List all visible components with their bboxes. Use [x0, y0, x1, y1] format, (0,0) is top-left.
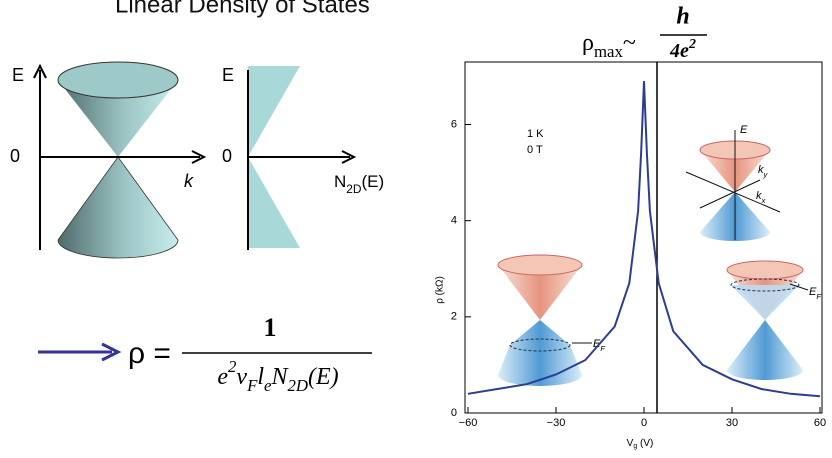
- text-part: (E): [361, 172, 384, 191]
- y-axis-label: ρ (kΩ): [435, 276, 446, 304]
- arrowhead: [341, 150, 357, 164]
- upper-cone-top: [57, 61, 179, 99]
- text-part: (V): [637, 438, 653, 449]
- text-part: k: [756, 190, 762, 202]
- text-part: (E): [308, 364, 339, 390]
- text-part: V: [627, 438, 634, 449]
- subscript: F: [246, 376, 258, 395]
- axis-label: k: [184, 171, 194, 191]
- data-line: [467, 81, 821, 398]
- formula-lhs: ρmax~: [582, 30, 636, 62]
- inset-label: EF: [593, 338, 606, 353]
- subscript: F: [816, 292, 822, 301]
- lower-cone: [57, 156, 179, 259]
- text-part: 4e: [669, 40, 689, 62]
- formula-numerator: 1: [264, 313, 277, 342]
- arrowhead: [101, 342, 122, 362]
- formula-numerator: h: [676, 4, 689, 30]
- formula-lhs: ρ =: [128, 337, 171, 370]
- subscript: 2D: [287, 376, 308, 395]
- y-tick-label: 0: [451, 407, 457, 419]
- cone-diagram: E 0 k: [10, 61, 207, 259]
- superscript: 2: [688, 37, 696, 52]
- dos-diagram: E 0: [222, 65, 357, 250]
- x-tick-label: 60: [814, 417, 826, 429]
- y-tick-label: 4: [451, 215, 457, 227]
- text-part: v: [236, 364, 247, 390]
- y-tick-label: 2: [451, 311, 457, 323]
- subscript: F: [600, 344, 606, 353]
- superscript: 2: [228, 357, 237, 376]
- text-part: N: [270, 364, 289, 390]
- text-part: E: [593, 338, 601, 350]
- axis-label: E: [222, 65, 234, 85]
- x-tick-label: −30: [547, 417, 566, 429]
- x-tick-label: 30: [726, 417, 738, 429]
- text-part: ρ: [582, 30, 594, 56]
- text-part: ~: [623, 30, 636, 56]
- x-tick-label: −60: [459, 417, 478, 429]
- inset-label: EF: [809, 286, 822, 301]
- subscript: x: [761, 196, 767, 205]
- inset-cones: E: [497, 124, 809, 386]
- arrowhead: [33, 63, 47, 79]
- axis-label: 0: [222, 146, 232, 166]
- subscript: e: [264, 376, 272, 395]
- inset-label: ky: [758, 164, 769, 179]
- subscript: g: [633, 443, 637, 450]
- inset-label: E: [740, 124, 748, 136]
- subscript: 2D: [346, 182, 362, 196]
- formula-denominator: 4e2: [669, 37, 696, 62]
- slide-title: Linear Density of States: [115, 0, 370, 18]
- upper-cone: [58, 80, 178, 157]
- annotation: 0 T: [527, 144, 543, 156]
- y-tick-label: 6: [451, 118, 457, 130]
- dos-lower: [248, 157, 300, 248]
- text-part: E: [809, 286, 817, 298]
- dos-upper: [248, 66, 300, 157]
- axis-label: E: [12, 65, 24, 85]
- formula-denominator: e2vFleN2D(E): [217, 357, 338, 395]
- text-part: e: [217, 364, 228, 390]
- text-part: l: [257, 364, 264, 390]
- annotation: 1 K: [527, 128, 544, 140]
- subscript: y: [763, 170, 769, 179]
- inset-label: kx: [756, 190, 767, 205]
- arrowhead: [191, 150, 207, 164]
- x-axis-label: Vg (V): [627, 438, 654, 451]
- axis-label: N2D(E): [334, 172, 384, 196]
- subscript: max: [594, 42, 624, 61]
- text-part: k: [758, 164, 764, 176]
- x-tick-label: 0: [641, 417, 647, 429]
- text-part: N: [334, 172, 346, 191]
- axis-label: 0: [10, 146, 20, 166]
